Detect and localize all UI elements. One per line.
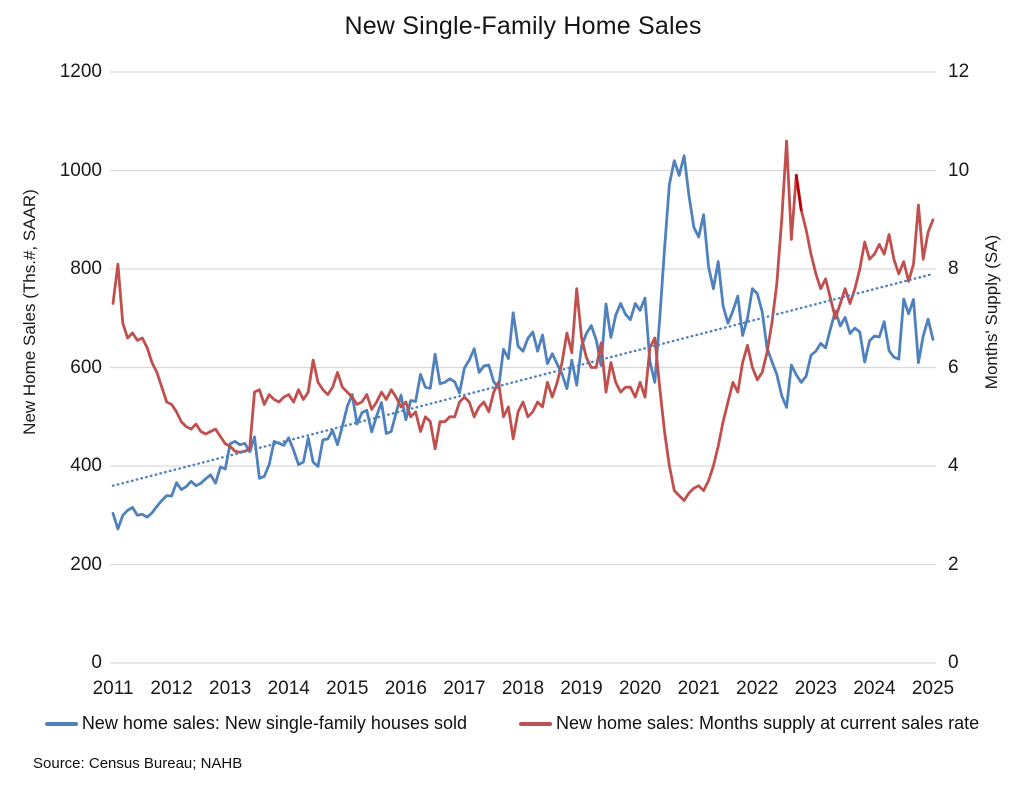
x-axis-tick-label: 2013 — [209, 678, 252, 699]
x-axis-tick-label: 2018 — [501, 678, 545, 699]
legend: New home sales: New single-family houses… — [0, 713, 1024, 734]
right-axis-tick-label: 6 — [948, 356, 959, 378]
x-axis-tick-label: 2011 — [92, 678, 134, 699]
right-axis-tick-label: 10 — [948, 159, 970, 181]
x-axis-tick-label: 2016 — [384, 678, 427, 699]
right-axis-tick-label: 4 — [948, 455, 959, 476]
left-axis-tick-label: 200 — [70, 553, 102, 575]
legend-item-sales: New home sales: New single-family houses… — [44, 713, 467, 734]
x-axis-tick-label: 2023 — [794, 678, 837, 699]
sales-line — [111, 154, 935, 531]
left-axis-tick-label: 400 — [70, 455, 102, 476]
x-axis-tick-label: 2024 — [853, 678, 896, 699]
sales-series-label: New home sales: New single-family houses… — [81, 713, 467, 733]
supply-line — [111, 139, 935, 502]
right-axis-tick-label: 8 — [948, 258, 959, 279]
legend-item-supply: New home sales: Months supply at current… — [518, 713, 980, 734]
x-axis-tick-label: 2019 — [560, 678, 603, 699]
sales-series-swatch — [44, 721, 78, 726]
supply-line-highlight — [794, 173, 803, 212]
left-axis-tick-label: 1000 — [59, 159, 102, 181]
x-axis-tick-label: 2021 — [677, 678, 720, 699]
x-axis-tick-label: 2025 — [911, 678, 955, 699]
x-axis-tick-label: 2015 — [326, 678, 369, 699]
left-axis-tick-label: 0 — [91, 652, 102, 673]
left-axis-title: New Home Sales (Ths.#, SAAR) — [20, 189, 39, 435]
left-axis-tick-label: 1200 — [59, 61, 102, 82]
source-note: Source: Census Bureau; NAHB — [33, 755, 243, 772]
right-axis-tick-label: 12 — [948, 61, 970, 82]
x-axis-tick-label: 2017 — [443, 678, 486, 699]
x-axis-tick-label: 2014 — [267, 678, 310, 699]
x-axis-tick-label: 2022 — [736, 678, 779, 699]
x-axis-tick-label: 2020 — [618, 678, 662, 699]
right-axis-tick-label: 0 — [948, 652, 959, 673]
supply-series-swatch — [518, 721, 552, 726]
right-axis-tick-label: 2 — [948, 553, 959, 575]
trend-line — [111, 272, 935, 487]
x-axis-tick-label: 2012 — [150, 678, 193, 699]
chart-title: New Single-Family Home Sales — [344, 12, 702, 40]
left-axis-tick-label: 800 — [70, 258, 102, 279]
supply-series-label: New home sales: Months supply at current… — [555, 713, 980, 733]
left-axis-tick-label: 600 — [70, 356, 102, 378]
